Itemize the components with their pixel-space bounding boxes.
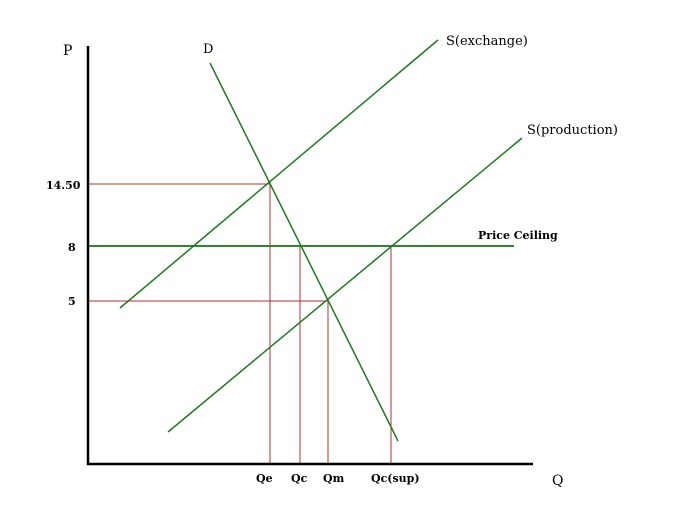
y-axis-label: P bbox=[63, 43, 72, 59]
supply-production-curve bbox=[167, 137, 523, 433]
supply-exchange-label: S(exchange) bbox=[446, 34, 528, 49]
price-tick-5: 5 bbox=[68, 295, 76, 308]
qty-tick-qc: Qc bbox=[291, 472, 308, 485]
price-ceiling-label: Price Ceiling bbox=[478, 229, 558, 242]
x-axis-label: Q bbox=[552, 473, 563, 489]
supply-exchange-curve bbox=[119, 39, 439, 309]
qty-tick-qm: Qm bbox=[323, 472, 345, 485]
qty-tick-qe: Qe bbox=[256, 472, 273, 485]
price-tick-8: 8 bbox=[68, 241, 76, 254]
qty-tick-qc-sup: Qc(sup) bbox=[371, 472, 420, 485]
supply-production-label: S(production) bbox=[527, 123, 618, 138]
price-tick-14-50: 14.50 bbox=[46, 179, 81, 192]
demand-curve bbox=[209, 62, 399, 442]
demand-label: D bbox=[203, 42, 213, 57]
